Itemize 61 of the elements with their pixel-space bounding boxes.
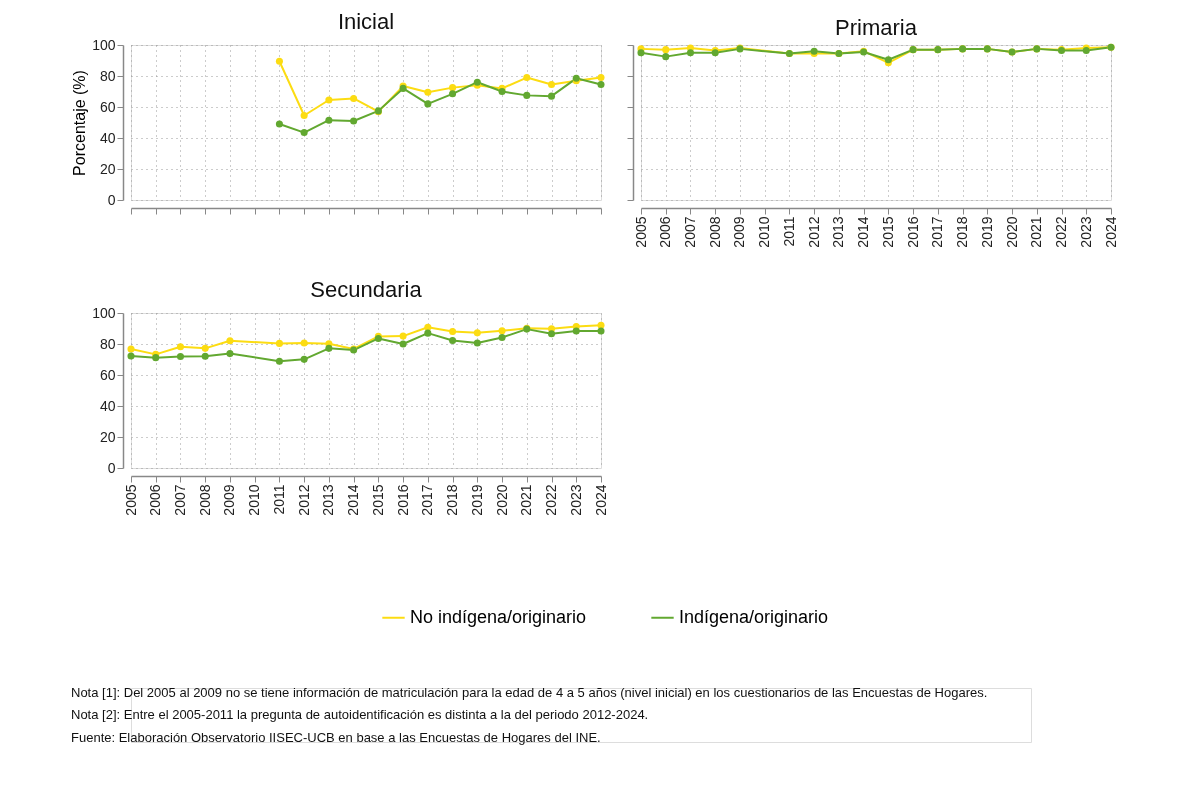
x-tick-label: 2009 [221,484,238,516]
x-tick-label: 2008 [706,216,723,248]
text: Nota [1]: Del 2005 al 2009 no se tiene información de matriculación para la edad de 4 a 5 años (nivel inicial) en los cuestionarios de las Encuestas de Hogares. [71,684,988,700]
x-tick-label: 2014 [855,216,872,248]
x-tick-label: 2021 [1028,216,1045,248]
x-tick-label: 2024 [1102,216,1119,248]
x-tick-label: 2011 [780,216,797,247]
x-tick-label: 2013 [830,216,847,248]
y-tick-label: 100 [92,304,116,321]
x-tick-label: 2015 [369,484,386,516]
x-tick-label: 2024 [592,484,609,516]
y-axis-title: Porcentaje (%) [71,70,89,176]
y-tick-label: 20 [99,160,116,177]
x-tick-label: 2019 [468,484,485,516]
y-tick-label: 60 [99,366,116,383]
legend-label: Indígena/originario [679,606,829,627]
x-tick-label: 2016 [904,216,921,248]
x-tick-label: 2020 [1003,216,1020,248]
x-tick-label: 2006 [657,216,674,248]
x-tick-label: 2010 [756,216,773,248]
x-tick-label: 2019 [978,216,995,248]
x-tick-label: 2023 [1077,216,1094,248]
x-tick-label: 2016 [394,484,411,516]
y-tick-label: 40 [99,397,116,414]
legend-label: No indígena/originario [410,606,587,627]
y-tick-label: 80 [99,335,116,352]
x-tick-label: 2018 [954,216,971,248]
y-tick-label: 0 [107,191,116,208]
x-tick-label: 2008 [196,484,213,516]
x-tick-label: 2011 [270,484,287,515]
chart-title: Secundaria [310,277,423,302]
x-tick-label: 2017 [929,216,946,248]
y-tick-label: 80 [99,67,116,84]
source-note: Fuente: Elaboración Observatorio IISEC-UCB en base a las Encuestas de Hogares del INE. [71,729,601,745]
x-tick-label: 2021 [518,484,535,516]
text: Nota [2]: Entre el 2005-2011 la pregunta de autoidentificación es distinta a la del periodo 2012-2024. [71,707,649,722]
x-tick-label: 2017 [419,484,436,516]
x-tick-label: 2007 [681,216,698,248]
y-tick-label: 20 [99,428,116,445]
x-tick-label: 2013 [320,484,337,516]
y-tick-label: 100 [92,36,116,53]
x-tick-label: 2005 [122,484,139,516]
x-tick-label: 2012 [295,484,312,516]
x-tick-label: 2023 [567,484,584,516]
chart-title: Inicial [337,9,395,34]
chart-title: Primaria [835,14,918,40]
x-tick-label: 2020 [493,484,510,516]
x-tick-label: 2015 [879,216,896,248]
y-tick-label: 60 [99,98,116,115]
x-tick-label: 2007 [171,484,188,516]
y-tick-label: 0 [107,459,116,476]
x-tick-label: 2014 [345,484,362,516]
x-tick-label: 2022 [1053,216,1070,248]
y-tick-label: 40 [99,129,116,146]
x-tick-label: 2018 [444,484,461,516]
x-tick-label: 2009 [731,216,748,248]
x-tick-label: 2006 [147,484,164,516]
x-tick-label: 2005 [632,216,649,248]
x-tick-label: 2022 [543,484,560,516]
x-tick-label: 2012 [805,216,822,248]
x-tick-label: 2010 [246,484,263,516]
